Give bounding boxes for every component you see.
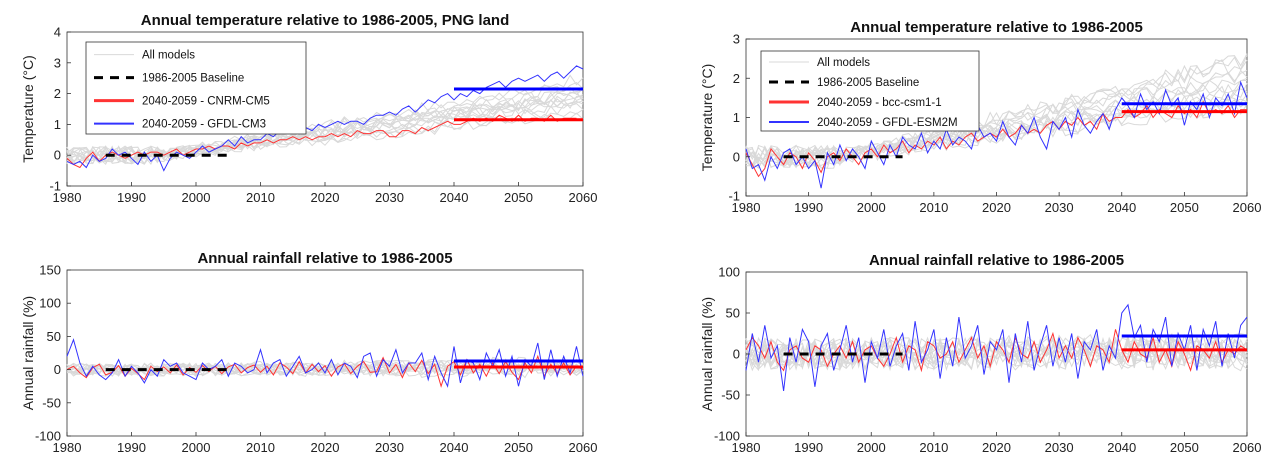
y-tick-label: 100 bbox=[39, 296, 61, 311]
all-models-line bbox=[745, 83, 1248, 170]
x-tick-label: 2060 bbox=[569, 190, 598, 205]
all-models-line bbox=[745, 103, 1248, 165]
rainfall-chart-right: 1980 1990 2000 2010 2020 2030 2040 2050 2060 -100… bbox=[699, 252, 1261, 455]
x-tick-label: 2060 bbox=[1233, 200, 1262, 215]
chart-title: Annual temperature relative to 1986-2005 bbox=[850, 19, 1143, 36]
legend-label: 2040-2059 - CNRM-CM5 bbox=[142, 96, 270, 108]
y-tick-label: 3 bbox=[54, 55, 61, 70]
legend-box bbox=[760, 50, 980, 132]
y-tick-label: 0 bbox=[733, 149, 740, 164]
y-tick-label: 3 bbox=[733, 32, 740, 47]
x-tick-label: 1990 bbox=[794, 200, 823, 215]
series-line-blue bbox=[66, 65, 584, 172]
x-tick-label: 1980 bbox=[53, 190, 82, 205]
y-tick-label: 4 bbox=[54, 25, 61, 40]
y-tick-label: 0 bbox=[54, 148, 61, 163]
x-tick-label: 2010 bbox=[919, 200, 948, 215]
x-tick-label: 2060 bbox=[1233, 440, 1262, 455]
x-tick-label: 2010 bbox=[919, 440, 948, 455]
chart-title: Annual rainfall relative to 1986-2005 bbox=[869, 252, 1124, 269]
chart-title: Annual rainfall relative to 1986-2005 bbox=[197, 250, 452, 267]
x-tick-label: 1980 bbox=[53, 440, 82, 455]
series-line-blue bbox=[745, 80, 1248, 189]
y-tick-label: 2 bbox=[733, 71, 740, 86]
all-models-line bbox=[745, 70, 1248, 168]
temperature-chart-right: 1980 1990 2000 2010 2020 2030 2040 2050 2060 -1 0 1… bbox=[699, 19, 1261, 215]
x-tick-label: 2010 bbox=[246, 440, 275, 455]
y-tick-label: 0 bbox=[733, 347, 740, 362]
x-tick-label: 2050 bbox=[504, 190, 533, 205]
x-tick-label: 1990 bbox=[117, 190, 146, 205]
x-tick-label: 2040 bbox=[1107, 200, 1136, 215]
x-tick-label: 2000 bbox=[182, 190, 211, 205]
x-tick-label: 2040 bbox=[1107, 440, 1136, 455]
y-tick-label: -50 bbox=[721, 388, 740, 403]
series-line-blue bbox=[745, 303, 1248, 391]
y-tick-label: 50 bbox=[47, 329, 61, 344]
chart-title: Annual temperature relative to 1986-2005… bbox=[141, 12, 509, 29]
x-tick-label: 2010 bbox=[246, 190, 275, 205]
legend-label: 1986-2005 Baseline bbox=[817, 77, 919, 89]
legend-label: 2040-2059 - GFDL-CM3 bbox=[142, 119, 266, 131]
x-tick-label: 1980 bbox=[732, 200, 761, 215]
y-axis-label: Annual rainfall (%) bbox=[699, 297, 715, 411]
y-tick-label: -100 bbox=[714, 429, 740, 444]
x-tick-label: 2050 bbox=[1170, 440, 1199, 455]
y-tick-label: -1 bbox=[728, 189, 740, 204]
y-tick-label: -1 bbox=[49, 179, 61, 194]
x-tick-label: 2050 bbox=[1170, 200, 1199, 215]
y-tick-label: 1 bbox=[733, 110, 740, 125]
legend: All models 1986-2005 Baseline 2040-2059 - … bbox=[760, 50, 980, 132]
series-line-red bbox=[66, 354, 584, 388]
y-axis-label: Temperature (°C) bbox=[699, 64, 715, 172]
x-tick-label: 2030 bbox=[1045, 200, 1074, 215]
all-models-line bbox=[745, 79, 1248, 169]
y-axis-label: Annual rainfall (%) bbox=[20, 296, 36, 410]
x-tick-label: 2020 bbox=[982, 200, 1011, 215]
x-tick-label: 1990 bbox=[794, 440, 823, 455]
y-tick-label: 50 bbox=[726, 306, 740, 321]
x-tick-label: 2030 bbox=[375, 440, 404, 455]
x-tick-label: 2050 bbox=[504, 440, 533, 455]
x-tick-label: 2030 bbox=[375, 190, 404, 205]
series-line-red bbox=[745, 329, 1248, 373]
legend: All models 1986-2005 Baseline 2040-2059 - … bbox=[85, 41, 307, 135]
x-tick-label: 2030 bbox=[1045, 440, 1074, 455]
x-tick-label: 1990 bbox=[117, 440, 146, 455]
y-tick-label: 100 bbox=[718, 265, 740, 280]
legend-label: 2040-2059 - bcc-csm1-1 bbox=[817, 97, 942, 109]
x-tick-label: 1980 bbox=[732, 440, 761, 455]
x-tick-label: 2040 bbox=[440, 190, 469, 205]
x-tick-label: 2060 bbox=[569, 440, 598, 455]
x-tick-label: 2000 bbox=[857, 440, 886, 455]
x-tick-label: 2000 bbox=[857, 200, 886, 215]
x-tick-label: 2040 bbox=[440, 440, 469, 455]
y-tick-label: -100 bbox=[35, 429, 61, 444]
y-tick-label: 150 bbox=[39, 263, 61, 278]
legend-label: 2040-2059 - GFDL-ESM2M bbox=[817, 117, 958, 129]
rainfall-png-chart: 1980 1990 2000 2010 2020 2030 2040 2050 2060 -100… bbox=[20, 250, 597, 455]
y-axis-label: Temperature (°C) bbox=[20, 55, 36, 163]
all-models-line bbox=[66, 74, 584, 164]
legend-label: 1986-2005 Baseline bbox=[142, 73, 244, 85]
all-models-line bbox=[745, 77, 1248, 167]
y-tick-label: -50 bbox=[42, 395, 61, 410]
temperature-png-chart: 1980 1990 2000 2010 2020 2030 2040 2050 2060 -1 0 1… bbox=[20, 12, 597, 205]
x-tick-label: 2020 bbox=[311, 440, 340, 455]
plot-frame bbox=[66, 269, 584, 437]
all-models-line bbox=[66, 91, 584, 164]
x-tick-label: 2020 bbox=[311, 190, 340, 205]
legend-box bbox=[85, 41, 307, 135]
y-tick-label: 0 bbox=[54, 362, 61, 377]
series-line-blue bbox=[66, 338, 584, 388]
legend-label: All models bbox=[142, 50, 195, 62]
y-tick-label: 2 bbox=[54, 86, 61, 101]
legend-label: All models bbox=[817, 57, 870, 69]
x-tick-label: 2000 bbox=[182, 440, 211, 455]
x-tick-label: 2020 bbox=[982, 440, 1011, 455]
y-tick-label: 1 bbox=[54, 117, 61, 132]
